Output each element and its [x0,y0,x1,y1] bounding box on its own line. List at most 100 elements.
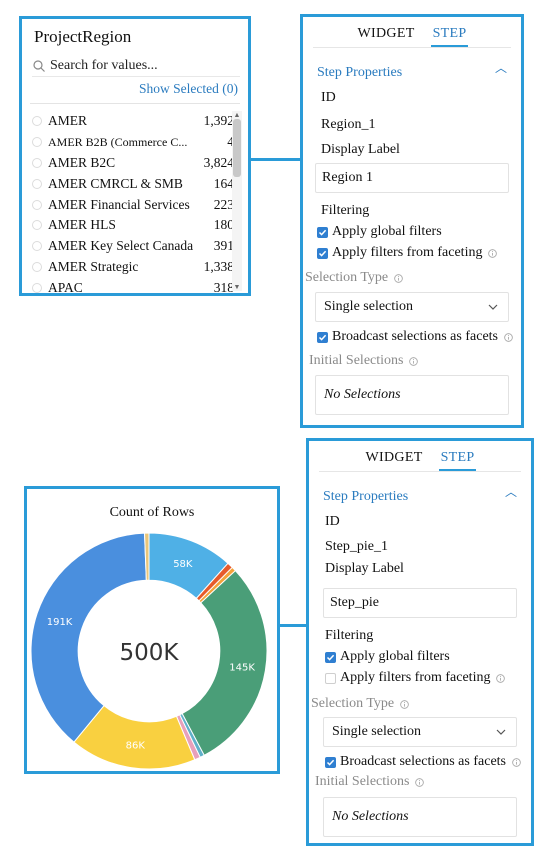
apply-faceting-filters-row[interactable]: Apply filters from faceting [317,245,498,261]
apply-global-filters-row[interactable]: Apply global filters [325,649,450,665]
list-item[interactable]: AMER Key Select Canada 391 [32,236,234,257]
list-item-count: 4 [227,134,234,150]
list-item[interactable]: AMER B2C 3,824 [32,153,234,174]
initial-selections-label-row: Initial Selections [315,774,425,790]
selection-type-select[interactable]: Single selection [323,717,517,747]
filtering-label: Filtering [321,203,370,218]
list-scrollbar[interactable]: ▲ ▼ [232,111,242,291]
scroll-up-arrow-icon[interactable]: ▲ [233,111,241,119]
apply-faceting-label: Apply filters from faceting [340,670,491,685]
list-item[interactable]: AMER 1,392 [32,111,234,132]
list-item-count: 180 [213,217,234,233]
info-icon[interactable] [400,699,409,709]
donut-slice-7[interactable] [30,532,147,743]
apply-global-filters-checkbox[interactable] [317,226,328,238]
initial-selections-box[interactable]: No Selections [323,797,517,837]
info-icon[interactable] [512,757,521,767]
chart-title: Count of Rows [109,505,195,520]
donut-chart-widget: 58K 145K 86K 191K 500K Count of Rows [24,486,280,774]
info-icon[interactable] [415,777,425,787]
donut-center-total: 500K [120,640,180,666]
broadcast-checkbox[interactable] [325,756,336,768]
list-item[interactable]: AMER CMRCL & SMB 164 [32,173,234,194]
step-properties-panel-bottom: WIDGET STEP Step Properties ︿ ID Step_pi… [306,438,534,846]
apply-global-filters-checkbox[interactable] [325,651,336,663]
apply-faceting-filters-row[interactable]: Apply filters from faceting [325,670,506,686]
list-item-count: 3,824 [203,154,234,170]
list-item[interactable]: APAC 318 [32,277,234,293]
scrollbar-thumb[interactable] [233,119,241,177]
id-label: ID [325,514,340,529]
checkmark-icon [318,334,327,341]
display-label-input[interactable]: Region 1 [315,163,509,193]
step-properties-header[interactable]: Step Properties [317,65,403,80]
scroll-down-arrow-icon[interactable]: ▼ [233,283,241,291]
tabs-divider [319,471,521,472]
show-selected-link[interactable]: Show Selected (0) [139,81,238,96]
info-icon[interactable] [504,332,513,342]
broadcast-checkbox[interactable] [317,331,328,343]
list-item[interactable]: AMER HLS 180 [32,215,234,236]
donut-slice-8[interactable] [144,532,150,581]
initial-selections-box[interactable]: No Selections [315,375,509,415]
list-item-label: AMER B2B (Commerce C... [48,134,188,149]
radio-button[interactable] [32,157,42,168]
list-item-count: 1,392 [203,113,234,129]
step-properties-panel-top: WIDGET STEP Step Properties ︿ ID Region_… [300,14,524,428]
id-value: Region_1 [321,117,376,132]
search-placeholder: Search for values... [50,57,158,73]
donut-slice-3[interactable] [181,569,268,756]
list-item[interactable]: AMER Strategic 1,338 [32,257,234,278]
selection-type-select[interactable]: Single selection [315,292,509,322]
step-properties-header[interactable]: Step Properties [323,489,409,504]
radio-button[interactable] [32,241,42,252]
apply-faceting-checkbox[interactable] [317,247,328,259]
tab-widget[interactable]: WIDGET [365,450,423,465]
radio-button[interactable] [32,261,42,272]
donut-slice-label: 86K [126,740,146,751]
chevron-up-icon[interactable]: ︿ [505,485,518,499]
list-item[interactable]: AMER Financial Services 223 [32,194,234,215]
radio-button[interactable] [32,282,42,293]
display-label-input[interactable]: Step_pie [323,588,517,618]
panel-tabs: WIDGET STEP [303,25,521,47]
selection-type-value: Single selection [332,724,422,739]
selection-type-value: Single selection [324,299,414,314]
donut-slice-label: 58K [173,559,193,570]
tab-step[interactable]: STEP [438,449,477,471]
radio-button[interactable] [32,116,42,127]
apply-global-filters-label: Apply global filters [340,649,450,664]
info-icon[interactable] [394,273,403,283]
apply-global-filters-label: Apply global filters [332,224,442,239]
radio-button[interactable] [32,137,42,148]
info-icon[interactable] [488,248,498,258]
apply-faceting-checkbox[interactable] [325,672,336,684]
radio-button[interactable] [32,220,42,231]
tab-widget[interactable]: WIDGET [357,26,415,41]
broadcast-row[interactable]: Broadcast selections as facets [325,754,521,770]
initial-selections-label: Initial Selections [309,353,404,368]
info-icon[interactable] [409,356,419,366]
list-item-label: AMER Key Select Canada [48,238,194,254]
info-icon[interactable] [496,673,506,683]
initial-selections-value: No Selections [324,387,401,402]
connector-line-bottom [280,624,306,627]
display-label-value: Step_pie [330,595,379,610]
broadcast-row[interactable]: Broadcast selections as facets [317,329,513,345]
tabs-divider [313,47,511,48]
initial-selections-label: Initial Selections [315,774,410,789]
tab-step[interactable]: STEP [430,25,469,47]
radio-button[interactable] [32,199,42,210]
search-input[interactable]: Search for values... [32,55,240,77]
checkmark-icon [326,654,335,661]
list-item-label: AMER B2C [48,154,116,170]
list-item[interactable]: AMER B2B (Commerce C... 4 [32,132,234,153]
chevron-up-icon[interactable]: ︿ [495,61,508,75]
selection-type-label-row: Selection Type [311,696,409,712]
apply-global-filters-row[interactable]: Apply global filters [317,224,442,240]
donut-chart[interactable]: 58K 145K 86K 191K 500K [27,489,277,771]
panel-tabs: WIDGET STEP [309,449,531,471]
list-item-count: 223 [213,196,234,212]
id-label: ID [321,90,336,105]
radio-button[interactable] [32,178,42,189]
